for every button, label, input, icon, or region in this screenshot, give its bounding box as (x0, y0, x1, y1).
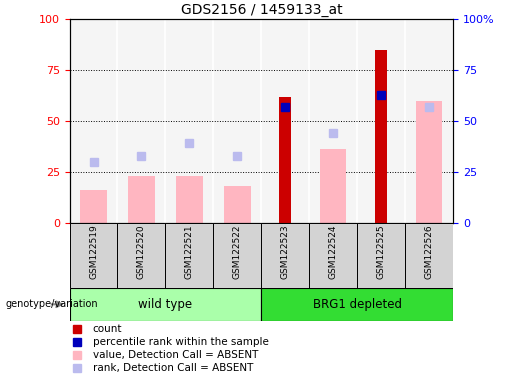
Text: GSM122520: GSM122520 (137, 225, 146, 279)
Text: GSM122523: GSM122523 (281, 225, 290, 279)
Title: GDS2156 / 1459133_at: GDS2156 / 1459133_at (181, 3, 342, 17)
Bar (80, 190, 107, 223)
Text: wild type: wild type (139, 298, 193, 311)
Bar (70, 288, 261, 321)
Bar (375, 50, 387, 223)
Bar (261, 288, 453, 321)
Bar (117, 223, 165, 288)
Bar (176, 176, 202, 223)
Bar (128, 176, 154, 223)
Bar (261, 223, 310, 288)
Text: GSM122526: GSM122526 (425, 225, 434, 279)
Text: BRG1 depleted: BRG1 depleted (313, 298, 402, 311)
Bar (320, 149, 347, 223)
Text: GSM122524: GSM122524 (329, 225, 338, 279)
Text: GSM122521: GSM122521 (185, 225, 194, 279)
Text: count: count (93, 324, 122, 334)
Bar (357, 223, 405, 288)
Bar (416, 101, 442, 223)
Bar (279, 96, 291, 223)
Bar (405, 223, 453, 288)
Text: GSM122522: GSM122522 (233, 225, 242, 279)
Bar (310, 223, 357, 288)
Bar (70, 223, 117, 288)
Text: GSM122519: GSM122519 (89, 225, 98, 280)
Bar (224, 186, 251, 223)
Text: percentile rank within the sample: percentile rank within the sample (93, 337, 268, 347)
Text: value, Detection Call = ABSENT: value, Detection Call = ABSENT (93, 350, 258, 360)
Bar (213, 223, 261, 288)
Text: GSM122525: GSM122525 (377, 225, 386, 279)
Text: rank, Detection Call = ABSENT: rank, Detection Call = ABSENT (93, 363, 253, 373)
Text: genotype/variation: genotype/variation (5, 299, 98, 310)
Bar (165, 223, 213, 288)
